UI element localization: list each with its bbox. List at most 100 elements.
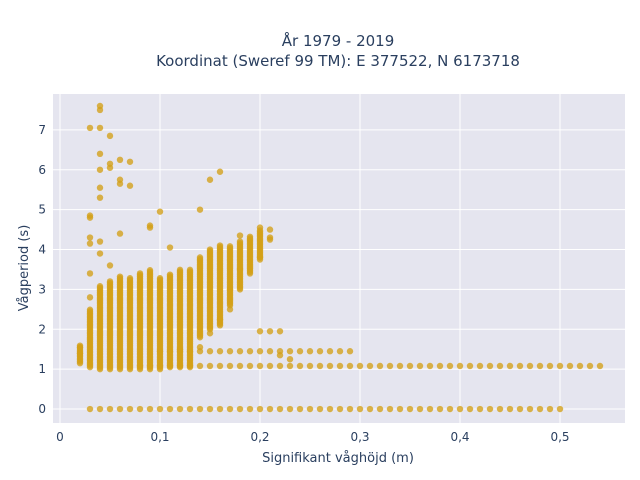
data-point [126, 182, 134, 189]
data-point [166, 244, 174, 251]
data-point [246, 405, 254, 413]
y-tick-label: 0 [38, 402, 46, 416]
data-point [216, 316, 224, 323]
data-point [156, 275, 164, 282]
chart-title-line-2: Koordinat (Sweref 99 TM): E 377522, N 61… [156, 52, 520, 70]
data-point [346, 362, 354, 370]
data-point [196, 344, 204, 351]
data-point [516, 362, 524, 370]
plot-area [53, 94, 625, 423]
data-point [106, 262, 114, 269]
data-point [326, 362, 334, 370]
data-point [86, 124, 94, 132]
data-point [226, 405, 234, 413]
data-point [256, 362, 264, 370]
data-point [576, 362, 584, 370]
data-point [396, 405, 404, 413]
data-point [226, 286, 234, 293]
data-point [276, 362, 284, 370]
data-point [216, 168, 224, 175]
data-point [206, 330, 214, 337]
data-point [296, 405, 304, 413]
data-point [196, 405, 204, 413]
data-point [136, 270, 144, 277]
data-point [86, 234, 94, 241]
data-point [446, 362, 454, 370]
data-point [466, 405, 474, 413]
data-point [556, 362, 564, 370]
y-tick-label: 6 [38, 163, 46, 177]
data-point [136, 405, 144, 413]
data-point [266, 362, 274, 370]
data-point [226, 243, 234, 250]
data-point [116, 273, 124, 280]
data-point [186, 266, 194, 274]
data-point [266, 236, 274, 243]
data-point [206, 348, 214, 355]
data-point [256, 405, 264, 413]
data-point [506, 405, 514, 413]
data-point [96, 184, 104, 191]
data-point [296, 362, 304, 370]
data-point [276, 352, 284, 359]
data-point [346, 348, 354, 355]
data-point [86, 270, 94, 277]
data-point [236, 238, 244, 245]
data-point [116, 405, 124, 413]
data-point [546, 405, 554, 413]
data-point [406, 405, 414, 413]
data-point [176, 405, 184, 413]
chart-title: År 1979 - 2019 Koordinat (Sweref 99 TM):… [156, 31, 520, 70]
data-point [86, 405, 94, 413]
data-point [196, 362, 204, 370]
data-point [106, 132, 114, 140]
data-point [366, 405, 374, 413]
data-point [436, 362, 444, 370]
y-tick-label: 2 [38, 322, 46, 336]
x-axis-ticks: 0 0,1 0,2 0,3 0,4 0,5 [56, 430, 569, 444]
data-point [266, 405, 274, 413]
grid-lines [53, 94, 625, 423]
data-point [376, 362, 384, 370]
y-tick-label: 7 [38, 123, 46, 137]
data-point [266, 328, 274, 335]
data-point [286, 355, 294, 363]
data-point [136, 362, 144, 370]
y-tick-label: 4 [38, 243, 46, 257]
data-point [526, 362, 534, 370]
data-point [386, 405, 394, 413]
data-point [286, 405, 294, 413]
data-point [476, 362, 484, 370]
data-point [236, 232, 244, 239]
data-point [316, 348, 324, 355]
data-points [76, 102, 604, 413]
data-point [546, 362, 554, 370]
data-point [156, 362, 164, 370]
data-point [476, 405, 484, 413]
data-point [96, 166, 104, 173]
data-point [236, 405, 244, 413]
data-point [506, 362, 514, 370]
data-point [256, 224, 264, 231]
data-point [536, 362, 544, 370]
y-tick-label: 3 [38, 282, 46, 296]
data-point [486, 405, 494, 413]
data-point [246, 362, 254, 370]
data-point [346, 405, 354, 413]
data-point [396, 362, 404, 370]
data-point [336, 405, 344, 413]
data-point [86, 306, 94, 313]
data-point [356, 405, 364, 413]
x-tick-label: 0,2 [250, 430, 269, 444]
data-point [166, 348, 174, 355]
data-point [466, 362, 474, 370]
data-point [196, 254, 204, 261]
data-point [496, 362, 504, 370]
data-point [586, 362, 594, 370]
data-point [236, 266, 244, 273]
data-point [426, 362, 434, 370]
x-tick-label: 0,3 [350, 430, 369, 444]
data-point [286, 362, 294, 370]
data-point [336, 362, 344, 370]
data-point [86, 294, 94, 301]
